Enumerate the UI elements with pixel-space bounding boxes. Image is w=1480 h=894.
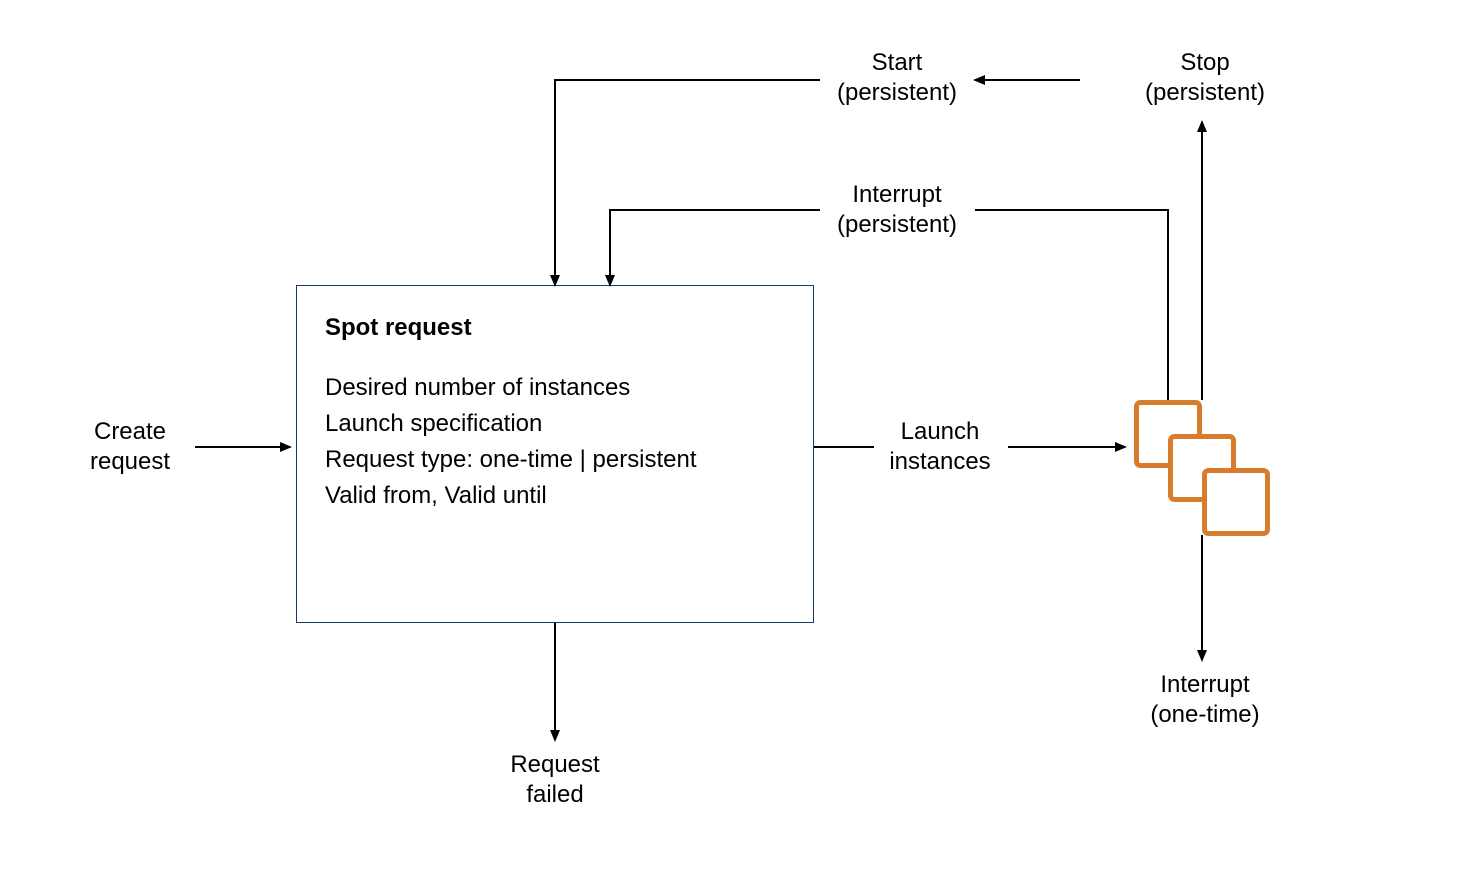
label-launch-instances: Launch instances (790, 417, 1090, 477)
label-create-request: Create request (0, 417, 280, 477)
spot-request-body-line: Desired number of instances (325, 370, 785, 406)
label-stop: Stop (persistent) (1055, 48, 1355, 108)
label-interrupt-persistent: Interrupt (persistent) (747, 180, 1047, 240)
label-start: Start (persistent) (747, 48, 1047, 108)
spot-request-body: Desired number of instancesLaunch specif… (325, 370, 785, 514)
label-interrupt-onetime: Interrupt (one-time) (1055, 670, 1355, 730)
spot-request-body-line: Valid from, Valid until (325, 478, 785, 514)
label-request-failed: Request failed (405, 750, 705, 810)
spot-request-body-line: Request type: one-time | persistent (325, 442, 785, 478)
instances-icon (1134, 400, 1270, 536)
spot-request-box: Spot request Desired number of instances… (296, 285, 814, 623)
spot-request-body-line: Launch specification (325, 406, 785, 442)
spot-request-title: Spot request (325, 314, 785, 342)
